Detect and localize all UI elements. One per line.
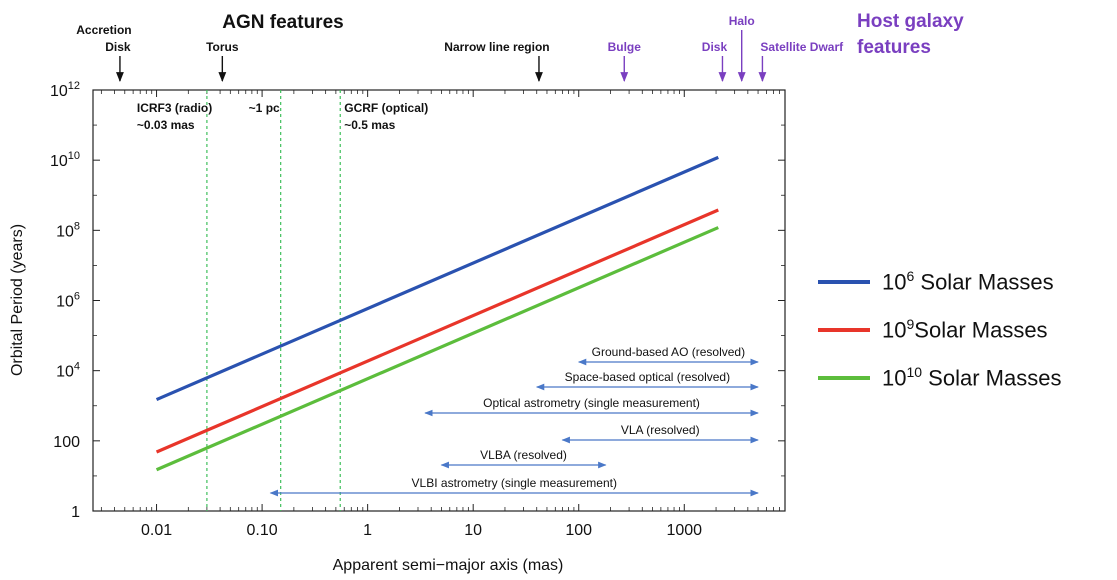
range-label: VLBI astrometry (single measurement) xyxy=(412,476,617,490)
y-tick-label: 1 xyxy=(71,504,80,521)
legend-label: 109Solar Masses xyxy=(882,316,1048,343)
host-galaxy-title-line-2: features xyxy=(857,37,931,58)
legend-label-exponent: 9 xyxy=(906,316,915,333)
range-label: VLBA (resolved) xyxy=(480,448,567,462)
legend-label-exponent: 6 xyxy=(906,268,915,285)
legend-label-text: Solar Masses xyxy=(914,269,1054,295)
y-tick-label-exponent: 4 xyxy=(74,361,80,373)
legend-label: 1010 Solar Masses xyxy=(882,364,1061,391)
x-tick-label: 1000 xyxy=(666,522,702,539)
feature-label: Halo xyxy=(729,14,755,28)
legend-swatch xyxy=(818,376,870,380)
agn-features-title: AGN features xyxy=(222,12,343,33)
y-tick-label: 106 xyxy=(56,291,80,311)
range-label: VLA (resolved) xyxy=(621,423,700,437)
y-tick-label-base: 10 xyxy=(56,364,74,381)
legend-item: 1010 Solar Masses xyxy=(818,354,1113,402)
chart-legend: 106 Solar Masses 109Solar Masses 1010 Sola… xyxy=(818,258,1113,402)
x-axis-label: Apparent semi−major axis (mas) xyxy=(333,557,564,574)
vertical-marker-label: ~1 pc xyxy=(249,101,280,115)
y-tick-label-base: 10 xyxy=(50,153,68,170)
range-label: Ground-based AO (resolved) xyxy=(592,345,745,359)
y-tick-label-exponent: 6 xyxy=(74,291,80,303)
y-tick-label: 100 xyxy=(53,434,80,451)
legend-label: 106 Solar Masses xyxy=(882,268,1054,295)
host-galaxy-title-line-1: Host galaxy xyxy=(857,11,964,32)
feature-label: Disk xyxy=(702,40,728,54)
y-tick-label-base: 10 xyxy=(56,223,74,240)
series-line-2 xyxy=(155,208,719,454)
y-tick-label-exponent: 10 xyxy=(68,150,80,162)
legend-swatch xyxy=(818,280,870,284)
y-tick-label: 1010 xyxy=(50,150,80,170)
x-tick-label: 0.01 xyxy=(141,522,172,539)
series-line-3 xyxy=(155,226,719,472)
feature-label: Satellite Dwarf xyxy=(760,40,844,54)
y-tick-label-base: 1 xyxy=(71,504,80,521)
vertical-marker-label: ~0.03 mas xyxy=(137,118,195,132)
legend-item: 106 Solar Masses xyxy=(818,258,1113,306)
y-tick-label-exponent: 12 xyxy=(68,80,80,92)
feature-label: Accretion xyxy=(76,23,131,37)
feature-label: Torus xyxy=(206,40,239,54)
feature-label: Narrow line region xyxy=(444,40,549,54)
range-label: Optical astrometry (single measurement) xyxy=(483,396,700,410)
plot-frame xyxy=(92,89,786,512)
vertical-marker-label: ICRF3 (radio) xyxy=(137,101,212,115)
legend-label-text: Solar Masses xyxy=(914,317,1048,343)
x-tick-label: 1 xyxy=(363,522,372,539)
vertical-marker-label: ~0.5 mas xyxy=(344,118,395,132)
y-tick-label-base: 10 xyxy=(56,294,74,311)
legend-label-base: 10 xyxy=(882,365,907,391)
series-line-1 xyxy=(155,155,719,402)
legend-label-exponent: 10 xyxy=(906,364,923,381)
x-tick-label: 10 xyxy=(464,522,482,539)
x-tick-label: 0.10 xyxy=(247,522,278,539)
y-tick-label: 108 xyxy=(56,220,80,240)
legend-label-text: Solar Masses xyxy=(922,365,1062,391)
legend-label-base: 10 xyxy=(882,269,907,295)
y-tick-label: 1012 xyxy=(50,80,80,100)
feature-label: Bulge xyxy=(608,40,642,54)
legend-item: 109Solar Masses xyxy=(818,306,1113,354)
x-tick-label: 100 xyxy=(565,522,592,539)
y-tick-label-base: 100 xyxy=(53,434,80,451)
y-axis-label: Orbital Period (years) xyxy=(9,224,26,376)
legend-swatch xyxy=(818,328,870,332)
y-tick-label-exponent: 8 xyxy=(74,220,80,232)
range-label: Space-based optical (resolved) xyxy=(565,370,730,384)
vertical-marker-label: GCRF (optical) xyxy=(344,101,428,115)
y-tick-label-base: 10 xyxy=(50,83,68,100)
legend-label-base: 10 xyxy=(882,317,907,343)
y-tick-label: 104 xyxy=(56,361,80,381)
feature-label: Disk xyxy=(105,40,131,54)
